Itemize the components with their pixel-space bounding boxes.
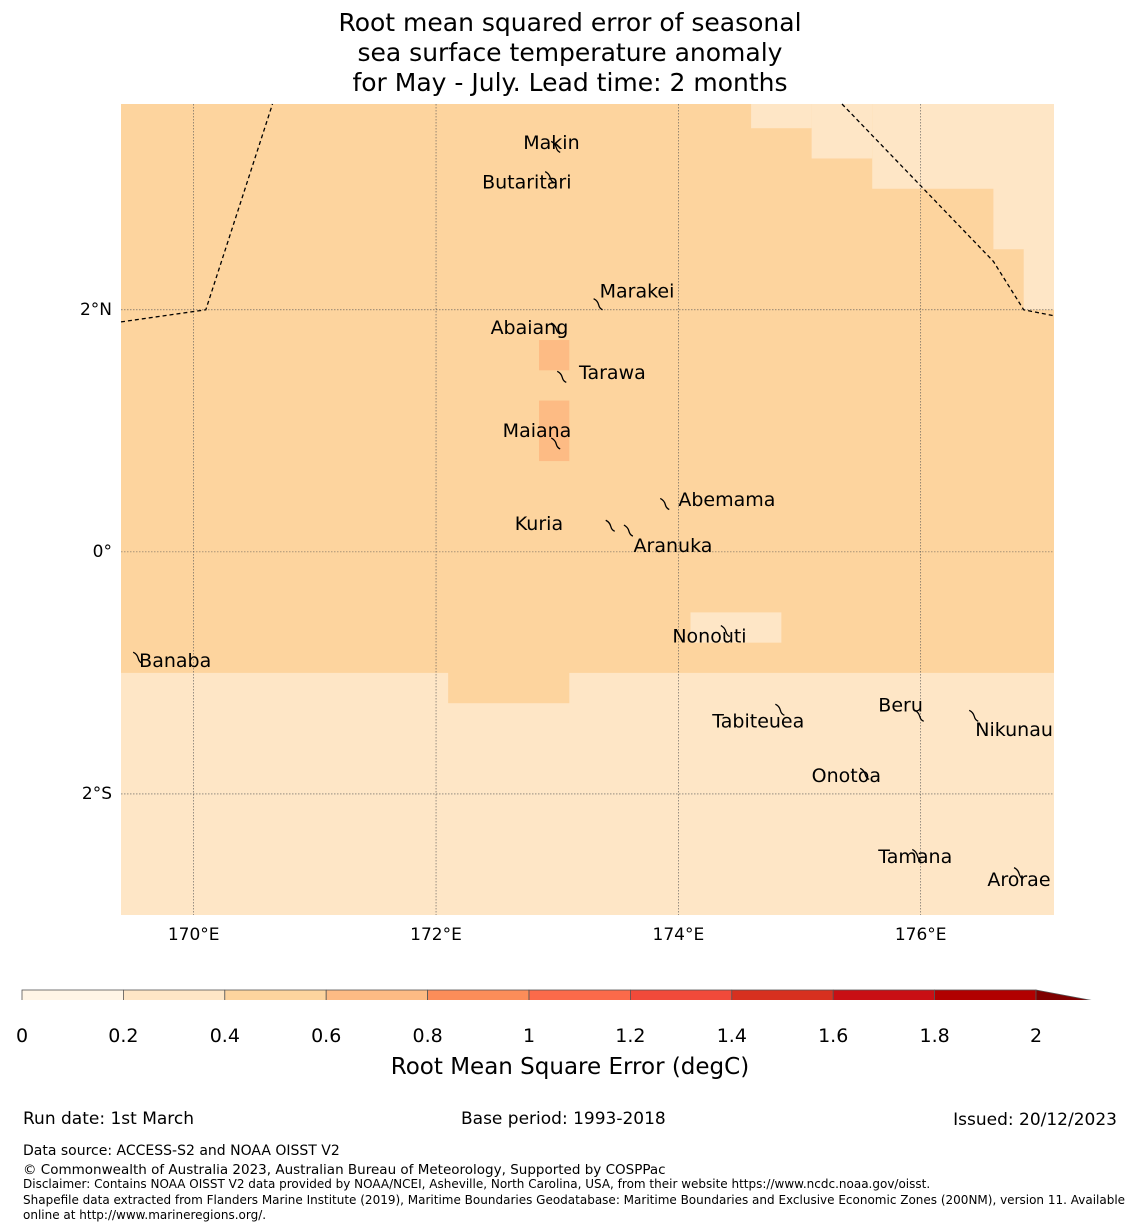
island-outline-banaba xyxy=(132,651,143,664)
rmse-cell-0.6-0.8-13 xyxy=(539,400,570,462)
eez-boundary-0 xyxy=(120,103,274,323)
island-label-makin: Makin xyxy=(523,132,579,154)
island-label-tamana: Tamana xyxy=(877,846,952,868)
colorbar-tick-10: 2 xyxy=(1029,1025,1043,1047)
colorbar-segment-1 xyxy=(123,989,226,1000)
rmse-cell-0.2-0.4-6 xyxy=(690,612,782,643)
island-outline-tabiteuea xyxy=(775,703,785,716)
colorbar-segment-2 xyxy=(224,989,327,1000)
copyright: © Commonwealth of Australia 2023, Austra… xyxy=(23,1162,666,1178)
island-outline-arorae xyxy=(1013,867,1024,880)
island-label-nikunau: Nikunau xyxy=(975,719,1053,741)
island-outline-abemama xyxy=(659,497,670,511)
x-tick-label-170: 170°E xyxy=(167,925,220,945)
island-outline-aranuka xyxy=(623,524,634,537)
island-outline-maiana xyxy=(550,437,561,450)
colorbar-tick-5: 1 xyxy=(522,1025,536,1047)
shapefile-credit-line-2: online at http://www.marineregions.org/. xyxy=(23,1208,267,1222)
colorbar-tick-7: 1.4 xyxy=(716,1025,747,1047)
island-label-abaiang: Abaiang xyxy=(491,317,569,339)
colorbar-tick-3: 0.6 xyxy=(311,1025,342,1047)
data-source: Data source: ACCESS-S2 and NOAA OISST V2 xyxy=(23,1143,340,1159)
x-tick-label-174: 174°E xyxy=(652,925,705,945)
rmse-cell-0.2-0.4-11 xyxy=(1023,104,1054,310)
island-label-beru: Beru xyxy=(878,695,923,717)
colorbar-segment-4 xyxy=(427,989,530,1000)
rmse-cell-0.4-0.6-4 xyxy=(266,104,358,643)
y-tick-label-0: 0° xyxy=(92,541,112,562)
title-line-3: for May - July. Lead time: 2 months xyxy=(352,68,788,97)
y-tick-label-2: 2°N xyxy=(79,299,112,320)
colorbar-tick-0: 0 xyxy=(15,1025,29,1047)
title-line-1: Root mean squared error of seasonal xyxy=(338,8,802,37)
colorbar-segment-0 xyxy=(21,989,124,1000)
island-label-butaritari: Butaritari xyxy=(482,172,571,194)
issued-date: Issued: 20/12/2023 xyxy=(953,1110,1117,1130)
colorbar-segment-9 xyxy=(934,989,1037,1000)
island-label-banaba: Banaba xyxy=(139,650,211,672)
colorbar-tick-6: 1.2 xyxy=(615,1025,646,1047)
island-outline-onotoa xyxy=(859,767,870,780)
rmse-cell-0.6-0.8-12 xyxy=(539,340,570,371)
colorbar-tick-9: 1.8 xyxy=(919,1025,950,1047)
disclaimer: Disclaimer: Contains NOAA OISST V2 data … xyxy=(23,1177,931,1191)
colorbar-tick-8: 1.6 xyxy=(818,1025,849,1047)
eez-boundary-1 xyxy=(841,103,1055,317)
x-tick-label-176: 176°E xyxy=(894,925,947,945)
island-label-aranuka: Aranuka xyxy=(634,535,713,557)
colorbar-segment-8 xyxy=(832,989,936,1000)
island-outline-nikunau xyxy=(968,709,979,722)
island-label-nonouti: Nonouti xyxy=(672,626,746,648)
island-label-arorae: Arorae xyxy=(987,869,1050,891)
title-line-2: sea surface temperature anomaly xyxy=(357,38,783,67)
island-outline-butaritari xyxy=(544,171,555,184)
rmse-cell-0.2-0.4-8 xyxy=(811,104,873,159)
island-label-marakei: Marakei xyxy=(600,281,675,303)
colorbar-tick-1: 0.2 xyxy=(108,1025,139,1047)
island-outline-makin xyxy=(550,140,561,153)
colorbar-segment-3 xyxy=(325,989,429,1000)
colorbar-segment-7 xyxy=(731,989,834,1000)
island-outline-tamana xyxy=(911,848,922,862)
rmse-cell-0.2-0.4-7 xyxy=(751,104,812,129)
island-label-kuria: Kuria xyxy=(515,513,563,535)
island-label-maiana: Maiana xyxy=(503,420,572,442)
rmse-map: Makin Butaritari Marakei Abaiang Tarawa Maian… xyxy=(21,103,1092,1000)
island-outline-tarawa xyxy=(556,370,567,383)
base-period: Base period: 1993-2018 xyxy=(461,1109,666,1129)
colorbar-title: Root Mean Square Error (degC) xyxy=(390,1054,750,1080)
island-outline-nonouti xyxy=(720,624,731,638)
island-outline-abaiang xyxy=(550,322,561,335)
x-tick-label-172: 172°E xyxy=(410,925,462,945)
y-tick-label--2: 2°S xyxy=(81,783,112,804)
chart-title: Root mean squared error of seasonal sea … xyxy=(0,8,1140,98)
island-outline-kuria xyxy=(605,519,615,532)
island-outline-beru xyxy=(914,709,924,722)
colorbar-tick-4: 0.8 xyxy=(412,1025,443,1047)
island-outline-marakei xyxy=(593,298,603,311)
colorbar-tick-2: 0.4 xyxy=(209,1025,240,1047)
shapefile-credit-line-1: Shapefile data extracted from Flanders M… xyxy=(23,1193,1126,1207)
island-label-tabiteuea: Tabiteuea xyxy=(711,710,804,732)
island-label-tarawa: Tarawa xyxy=(578,362,646,384)
run-date: Run date: 1st March xyxy=(23,1109,195,1129)
colorbar-extend-arrow xyxy=(1035,989,1092,1000)
island-label-abemama: Abemama xyxy=(678,489,775,511)
colorbar-segment-5 xyxy=(528,989,631,1000)
island-label-onotoa: Onotoa xyxy=(812,765,881,787)
colorbar-segment-6 xyxy=(630,989,733,1000)
